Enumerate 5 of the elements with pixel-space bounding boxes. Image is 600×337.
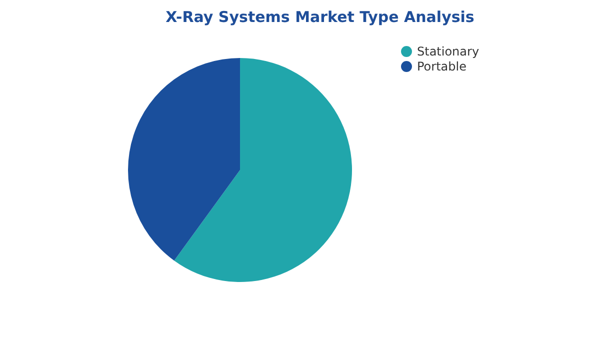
legend-label: Stationary [417,44,480,58]
pie-slice [128,58,240,261]
pie-slice [174,58,352,282]
chart-title: X-Ray Systems Market Type Analysis [166,8,474,26]
legend-label: Portable [417,60,466,74]
